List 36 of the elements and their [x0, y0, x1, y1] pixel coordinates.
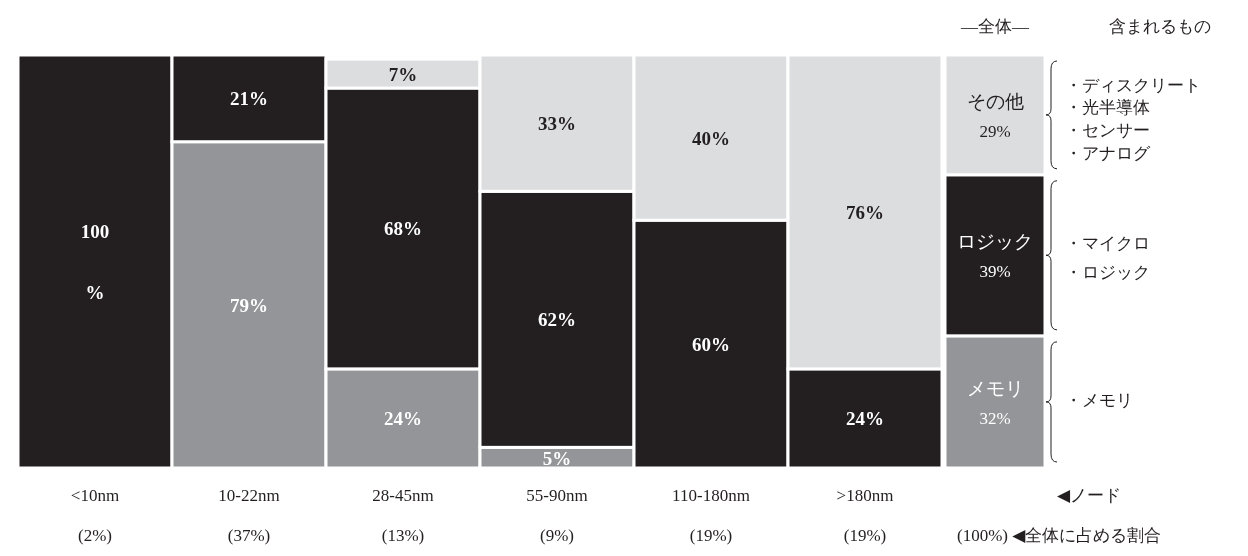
series-label: ロジック	[957, 230, 1033, 252]
text: ・アナログ	[1065, 143, 1151, 163]
text: 含まれるもの	[1109, 17, 1211, 36]
data-label: 39%	[979, 261, 1011, 281]
category-label: 10-22nm (37%)	[218, 486, 280, 545]
data-label: 29%	[979, 121, 1011, 141]
category-label: 28-45nm (13%)	[372, 486, 434, 545]
category-label: 55-90nm (9%)	[526, 486, 588, 545]
data-label: 5%	[542, 447, 572, 469]
data-label: 62%	[538, 308, 576, 330]
series-label: その他	[966, 90, 1024, 112]
text: ・センサー	[1065, 120, 1150, 140]
data-label: 68%	[384, 217, 422, 239]
text: ・ロジック	[1065, 262, 1150, 282]
series-label: メモリ	[966, 377, 1024, 399]
data-label: 79%	[230, 294, 268, 316]
data-label: 24%	[846, 407, 884, 429]
category-label: <10nm (2%)	[70, 486, 120, 545]
category-label: 110-180nm (19%)	[672, 486, 750, 545]
category-label: >180nm (19%)	[836, 486, 894, 545]
text: ・マイクロ	[1065, 233, 1150, 253]
text: (100%) ◀全体に占める割合	[957, 526, 1162, 545]
chart-title: —全体—	[960, 17, 1030, 36]
data-label: 24%	[384, 407, 422, 429]
data-label: 60%	[692, 333, 730, 355]
text: ◀ノード	[1057, 486, 1122, 505]
data-label: 7%	[388, 63, 418, 85]
data-label: 76%	[846, 201, 884, 223]
data-label: 33%	[538, 112, 576, 134]
text: ・ディスクリート	[1065, 75, 1201, 95]
data-label: 21%	[230, 87, 268, 109]
text: ・光半導体	[1065, 97, 1150, 117]
data-label: 32%	[979, 408, 1011, 428]
data-label: 40%	[692, 127, 730, 149]
text: ・メモリ	[1065, 390, 1133, 410]
text: 100 %	[80, 220, 110, 303]
